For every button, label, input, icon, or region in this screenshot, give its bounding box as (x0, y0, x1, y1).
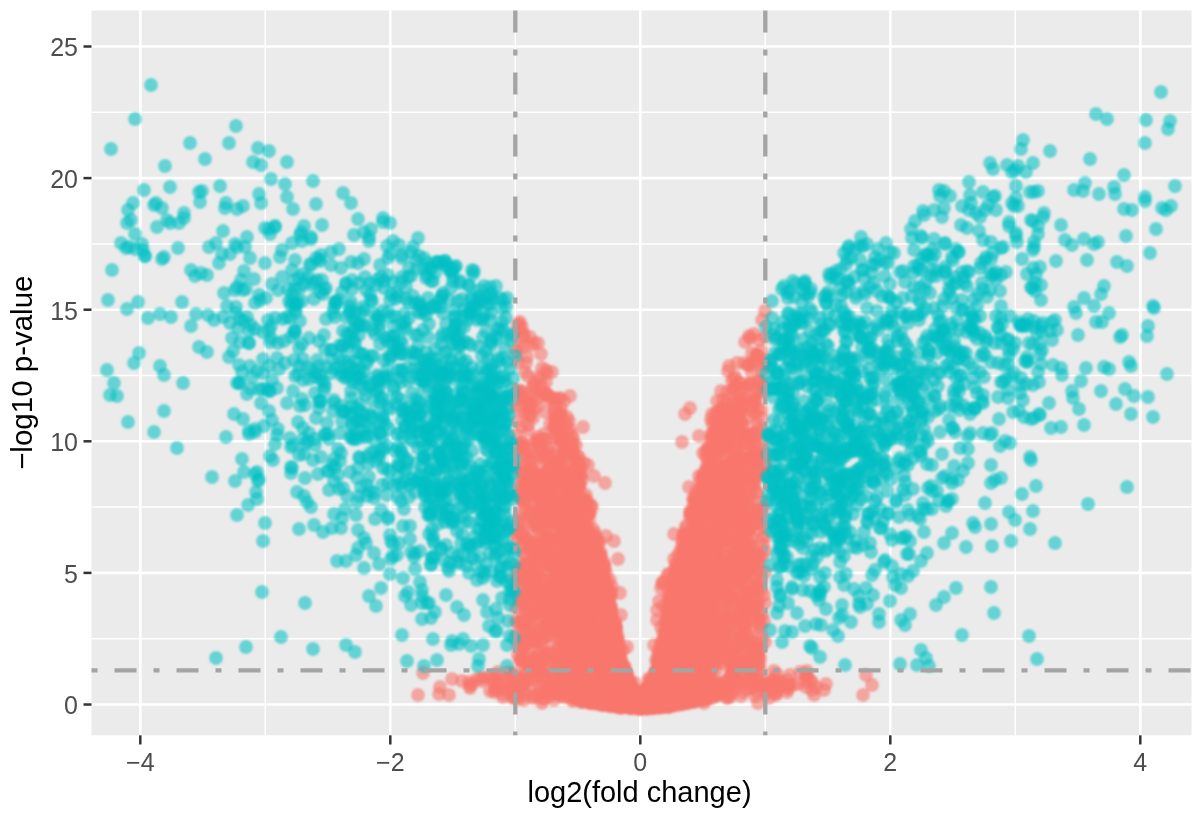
svg-text:−log10 p-value: −log10 p-value (5, 276, 38, 470)
svg-text:20: 20 (50, 165, 78, 193)
svg-text:2: 2 (883, 748, 897, 776)
svg-text:log2(fold change): log2(fold change) (527, 776, 751, 808)
svg-text:5: 5 (64, 560, 78, 588)
svg-text:0: 0 (633, 748, 647, 776)
svg-text:10: 10 (50, 428, 78, 456)
svg-text:−4: −4 (126, 748, 155, 776)
svg-text:25: 25 (50, 33, 78, 61)
svg-text:4: 4 (1133, 748, 1147, 776)
svg-text:−2: −2 (376, 748, 405, 776)
svg-text:0: 0 (64, 691, 78, 719)
svg-text:15: 15 (50, 297, 78, 325)
